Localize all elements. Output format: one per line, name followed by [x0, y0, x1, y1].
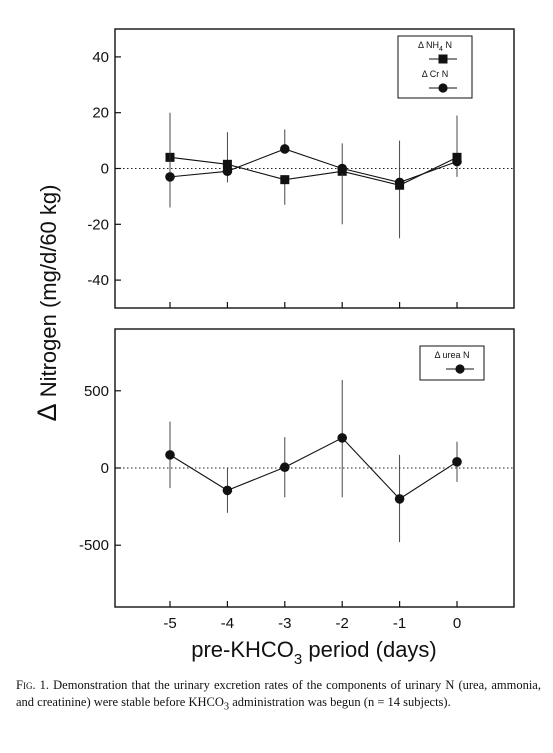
- data-point-circle: [452, 156, 462, 167]
- series-line: [169, 156, 458, 186]
- data-point-circle: [337, 433, 348, 443]
- x-tick-label: 0: [453, 615, 461, 632]
- y-tick-label: -20: [87, 216, 109, 233]
- legend-label: Δ urea N: [434, 350, 469, 360]
- data-point-circle: [280, 144, 290, 154]
- x-axis-label-post: period (days): [302, 637, 437, 662]
- x-tick-label: -5: [163, 615, 176, 632]
- data-point-circle: [280, 462, 290, 473]
- data-point-circle: [165, 450, 175, 460]
- caption-figure-number: Fig. 1.: [16, 678, 50, 692]
- legend-label-main: Δ NH: [418, 40, 439, 50]
- x-axis-label: pre-KHCO3 period (days): [191, 637, 437, 668]
- data-point-circle: [222, 485, 233, 496]
- y-tick-label: 40: [92, 49, 109, 66]
- data-point-circle: [394, 177, 405, 188]
- legend-label: Δ NH4 N: [418, 40, 452, 53]
- y-tick-label: 500: [84, 383, 109, 400]
- y-axis-label: Δ Nitrogen (mg/d/60 kg): [32, 185, 62, 422]
- data-point-circle: [222, 166, 233, 177]
- top-panel: 40 20 0 -20 -40 Δ NH4 N Δ Cr N: [87, 35, 514, 289]
- data-point-circle: [394, 494, 405, 504]
- y-axis-label-delta: Δ: [32, 403, 62, 421]
- x-axis-ticks: -5 -4 -3 -2 -1 0: [163, 302, 461, 632]
- caption-sub: 3: [223, 701, 230, 713]
- y-axis-label-text: Nitrogen (mg/d/60 kg): [36, 185, 61, 404]
- caption-text-2: administration was begun (n = 14 subject…: [229, 695, 451, 709]
- data-point-circle: [165, 172, 175, 182]
- data-point-circle: [452, 457, 462, 467]
- legend-label-main: Δ Cr N: [422, 69, 449, 79]
- bottom-panel: 500 0 -500 Δ urea N: [79, 345, 514, 554]
- legend-marker-circle: [455, 364, 465, 374]
- y-tick-label: 0: [101, 161, 109, 178]
- legend-label: Δ Cr N: [422, 69, 449, 79]
- y-tick-label: -500: [79, 537, 109, 554]
- legend-box: [419, 345, 485, 381]
- y-tick-label: -40: [87, 272, 109, 289]
- x-tick-label: -1: [393, 615, 406, 632]
- data-point-square: [222, 159, 232, 169]
- x-tick-label: -3: [278, 615, 291, 632]
- figure-caption: Fig. 1. Demonstration that the urinary e…: [16, 677, 541, 716]
- legend-label-main: Δ urea N: [434, 350, 469, 360]
- legend-label-sub: 4: [439, 46, 443, 53]
- x-axis-label-sub: 3: [294, 651, 302, 668]
- y-tick-label: 20: [92, 105, 109, 122]
- legend-marker-square: [438, 54, 448, 64]
- x-tick-label: -2: [336, 615, 349, 632]
- data-point-square: [280, 175, 290, 185]
- series-line: [169, 437, 458, 500]
- data-point-circle: [337, 163, 348, 174]
- series-line: [169, 148, 458, 184]
- caption-text-1: Demonstration that the urinary excretion…: [16, 678, 541, 709]
- legend-marker-circle: [438, 83, 448, 93]
- x-axis-label-pre: pre-KHCO: [191, 637, 294, 662]
- y-tick-label: 0: [101, 460, 109, 477]
- legend-label-tail: N: [443, 40, 452, 50]
- x-tick-label: -4: [221, 615, 234, 632]
